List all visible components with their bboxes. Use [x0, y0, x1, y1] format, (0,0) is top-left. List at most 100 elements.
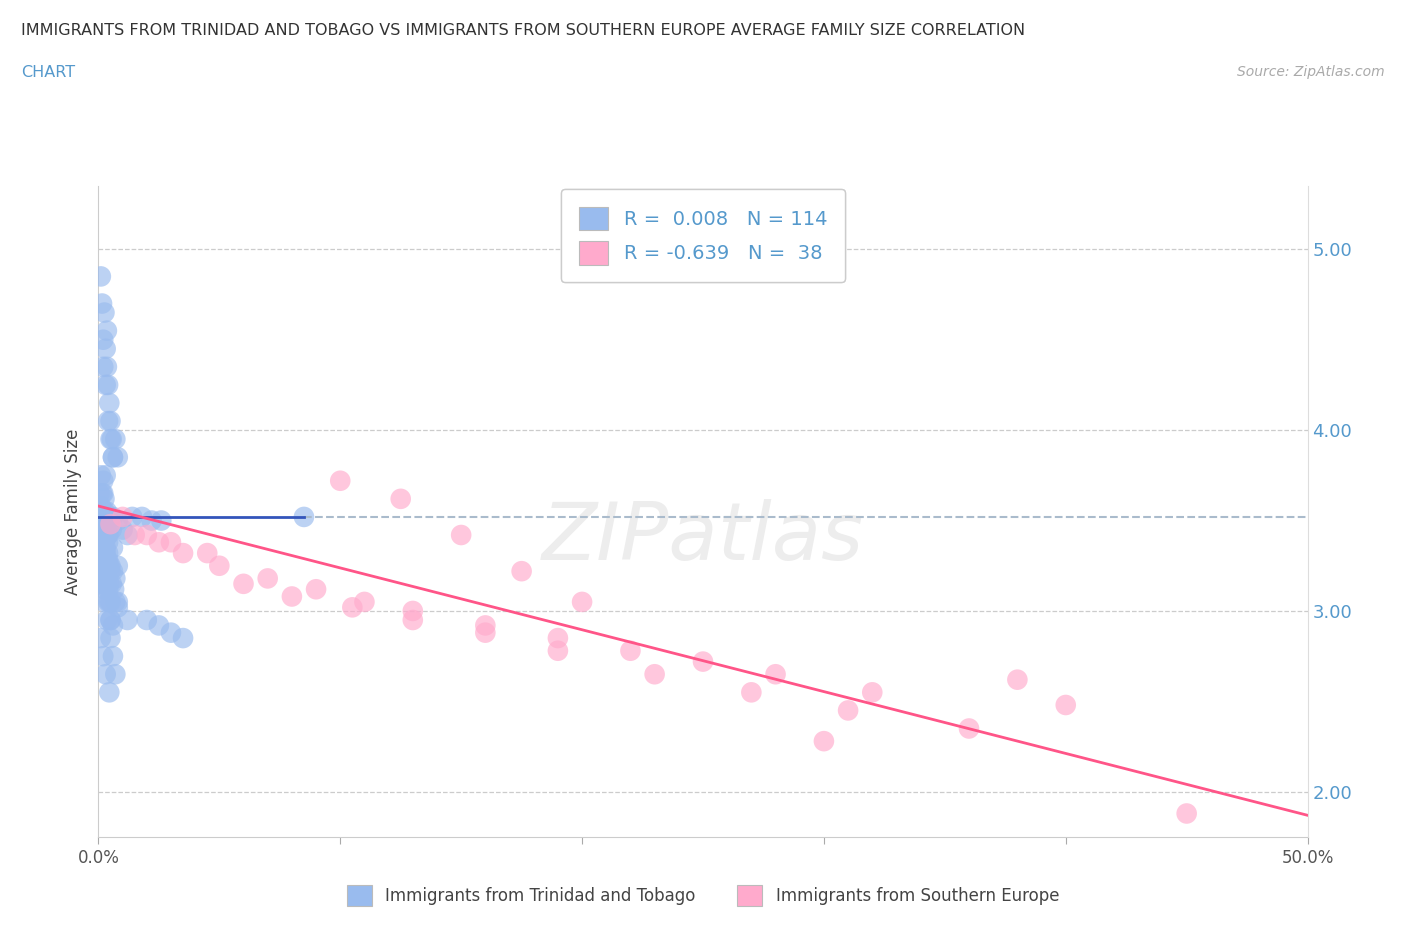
- Point: [91, 510, 114, 525]
- Point: [96, 527, 118, 542]
- Point: [97, 527, 120, 542]
- Point: [94, 577, 117, 591]
- Point: [91, 527, 114, 542]
- Point: [100, 517, 122, 532]
- Text: Source: ZipAtlas.com: Source: ZipAtlas.com: [1237, 65, 1385, 79]
- Point: [131, 510, 153, 525]
- Point: [100, 613, 122, 628]
- Point: [860, 684, 883, 699]
- Point: [292, 510, 315, 525]
- Point: [195, 546, 218, 561]
- Point: [111, 522, 134, 537]
- Point: [100, 631, 122, 645]
- Point: [101, 564, 124, 578]
- Point: [619, 644, 641, 658]
- Point: [547, 631, 569, 645]
- Point: [160, 625, 183, 640]
- Point: [281, 589, 304, 604]
- Point: [96, 558, 118, 573]
- Legend: Immigrants from Trinidad and Tobago, Immigrants from Southern Europe: Immigrants from Trinidad and Tobago, Imm…: [340, 879, 1066, 912]
- Point: [740, 684, 762, 699]
- Point: [94, 522, 117, 537]
- Point: [93, 491, 115, 506]
- Point: [94, 468, 117, 483]
- Point: [98, 684, 121, 699]
- Point: [101, 540, 124, 555]
- Point: [90, 498, 112, 513]
- Point: [107, 594, 129, 609]
- Point: [91, 473, 114, 488]
- Point: [135, 613, 157, 628]
- Point: [94, 540, 117, 555]
- Point: [208, 558, 231, 573]
- Point: [124, 527, 146, 542]
- Point: [474, 625, 496, 640]
- Point: [104, 571, 127, 586]
- Point: [91, 359, 114, 374]
- Point: [97, 582, 120, 597]
- Point: [94, 378, 117, 392]
- Point: [100, 432, 122, 446]
- Point: [342, 600, 364, 615]
- Point: [100, 432, 122, 446]
- Point: [94, 550, 117, 565]
- Point: [91, 546, 114, 561]
- Point: [837, 703, 859, 718]
- Point: [94, 510, 117, 525]
- Point: [100, 613, 122, 628]
- Point: [111, 510, 134, 525]
- Point: [104, 667, 127, 682]
- Point: [97, 546, 120, 561]
- Point: [957, 721, 980, 736]
- Point: [97, 558, 120, 573]
- Point: [90, 631, 112, 645]
- Point: [96, 613, 118, 628]
- Point: [94, 558, 117, 573]
- Point: [232, 577, 254, 591]
- Legend: R =  0.008   N = 114, R = -0.639   N =  38: R = 0.008 N = 114, R = -0.639 N = 38: [561, 189, 845, 283]
- Point: [100, 564, 122, 578]
- Point: [91, 540, 114, 555]
- Point: [644, 667, 666, 682]
- Point: [101, 450, 124, 465]
- Point: [91, 517, 114, 532]
- Point: [98, 594, 121, 609]
- Point: [104, 594, 127, 609]
- Point: [94, 564, 117, 578]
- Point: [91, 486, 114, 501]
- Point: [450, 527, 472, 542]
- Point: [101, 510, 124, 525]
- Point: [93, 535, 115, 550]
- Point: [93, 504, 115, 519]
- Point: [94, 341, 117, 356]
- Point: [121, 510, 143, 525]
- Point: [402, 613, 425, 628]
- Point: [91, 486, 114, 501]
- Point: [101, 649, 124, 664]
- Point: [402, 604, 425, 618]
- Point: [1175, 806, 1198, 821]
- Point: [107, 600, 129, 615]
- Point: [98, 558, 121, 573]
- Point: [172, 546, 194, 561]
- Point: [90, 527, 112, 542]
- Point: [90, 269, 112, 284]
- Point: [474, 618, 496, 633]
- Point: [148, 535, 170, 550]
- Point: [1007, 672, 1029, 687]
- Y-axis label: Average Family Size: Average Family Size: [65, 429, 83, 594]
- Point: [389, 491, 412, 506]
- Point: [329, 473, 352, 488]
- Point: [100, 594, 122, 609]
- Text: IMMIGRANTS FROM TRINIDAD AND TOBAGO VS IMMIGRANTS FROM SOUTHERN EUROPE AVERAGE F: IMMIGRANTS FROM TRINIDAD AND TOBAGO VS I…: [21, 23, 1025, 38]
- Point: [93, 305, 115, 320]
- Point: [107, 558, 129, 573]
- Point: [91, 527, 114, 542]
- Point: [90, 540, 112, 555]
- Text: CHART: CHART: [21, 65, 75, 80]
- Point: [91, 546, 114, 561]
- Point: [135, 527, 157, 542]
- Point: [96, 577, 118, 591]
- Point: [107, 450, 129, 465]
- Point: [91, 649, 114, 664]
